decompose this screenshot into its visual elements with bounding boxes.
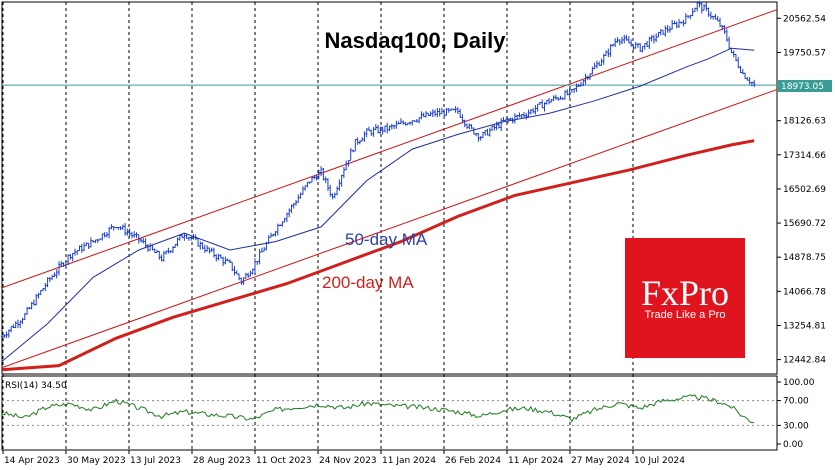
price-bars <box>0 0 756 339</box>
y-tick-label: 12442.84 <box>783 356 826 366</box>
chart-title: Nasdaq100, Daily <box>325 28 507 53</box>
x-tick-label: 11 Apr 2024 <box>508 456 564 466</box>
y-tick-label: 16502.69 <box>783 185 826 195</box>
y-tick-label: 20562.54 <box>783 14 826 24</box>
rsi-tick-label: 70.00 <box>783 397 809 407</box>
x-tick-label: 26 Feb 2024 <box>445 456 501 466</box>
x-tick-label: 30 May 2023 <box>67 456 126 466</box>
logo-tagline: Trade Like a Pro <box>645 309 726 321</box>
y-tick-label: 19750.57 <box>783 48 826 58</box>
x-tick-label: 28 Aug 2023 <box>193 456 251 466</box>
rsi-tick-label: 30.00 <box>783 421 809 431</box>
y-tick-label: 14878.75 <box>783 253 826 263</box>
fxpro-logo: FxPro Trade Like a Pro <box>625 238 745 358</box>
y-tick-label: 18126.63 <box>783 117 826 127</box>
price-axis: 20562.54 19750.57 18126.63 17314.66 16502.69… <box>777 14 826 366</box>
time-axis: 14 Apr 2023 30 May 2023 13 Jul 2023 28 Aug … <box>2 450 685 466</box>
ma50-line <box>1 47 755 362</box>
x-tick-label: 13 Jul 2023 <box>130 456 181 466</box>
main-panel-frame <box>1 1 778 375</box>
x-tick-label: 10 Jul 2024 <box>634 456 685 466</box>
rsi-tick-label: 0.00 <box>783 440 803 450</box>
x-tick-label: 24 Nov 2023 <box>319 456 377 466</box>
logo-name: FxPro <box>641 273 729 313</box>
y-tick-label: 14066.78 <box>783 287 826 297</box>
rsi-panel-frame <box>1 375 778 451</box>
vertical-grid <box>2 2 634 450</box>
y-tick-label: 15690.72 <box>783 219 826 229</box>
x-tick-label: 11 Oct 2023 <box>256 456 312 466</box>
current-price-tag <box>778 80 832 92</box>
channel-lower <box>2 88 777 369</box>
y-tick-label: 13254.81 <box>783 321 826 331</box>
x-tick-label: 11 Jan 2024 <box>382 456 436 466</box>
logo-box <box>625 238 745 358</box>
ma200-line <box>1 139 755 372</box>
ma50-annotation: 50-day MA <box>345 230 428 249</box>
rsi-line <box>1 394 755 424</box>
ma200-annotation: 200-day MA <box>322 273 414 292</box>
current-price-label: 18973.05 <box>781 82 824 92</box>
x-tick-label: 14 Apr 2023 <box>4 456 60 466</box>
x-tick-label: 27 May 2024 <box>571 456 630 466</box>
rsi-tick-label: 100.00 <box>783 378 815 388</box>
rsi-axis: 100.00 70.00 30.00 0.00 <box>777 378 815 450</box>
rsi-label: RSI(14) 34.50 <box>5 381 67 391</box>
regression-channel <box>2 9 777 369</box>
y-tick-label: 17314.66 <box>783 151 826 161</box>
rsi-levels <box>2 400 777 426</box>
channel-upper <box>2 9 777 289</box>
